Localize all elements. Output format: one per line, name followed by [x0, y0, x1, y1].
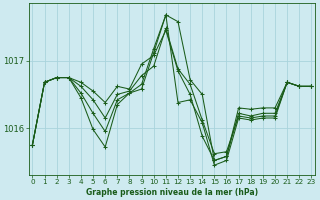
X-axis label: Graphe pression niveau de la mer (hPa): Graphe pression niveau de la mer (hPa)	[86, 188, 258, 197]
